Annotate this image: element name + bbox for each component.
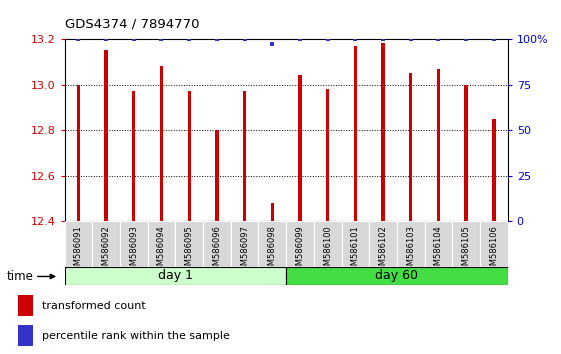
Point	[351, 36, 360, 42]
Bar	[77, 85, 80, 221]
Bar	[243, 91, 246, 221]
Text: GDS4374 / 7894770: GDS4374 / 7894770	[65, 17, 199, 30]
Text: GSM586093: GSM586093	[129, 225, 138, 276]
Bar	[342, 221, 369, 267]
Bar	[175, 221, 203, 267]
Bar	[18, 325, 33, 346]
Bar	[480, 221, 508, 267]
Text: GSM586099: GSM586099	[296, 225, 305, 276]
Bar	[452, 221, 480, 267]
Bar	[231, 221, 259, 267]
Bar	[270, 203, 274, 221]
Text: GSM586100: GSM586100	[323, 225, 332, 276]
Point	[323, 36, 332, 42]
Text: GSM586096: GSM586096	[213, 225, 222, 276]
Bar	[397, 221, 425, 267]
Point	[129, 36, 138, 42]
Bar	[314, 221, 342, 267]
Text: GSM586101: GSM586101	[351, 225, 360, 276]
Point	[406, 36, 415, 42]
Text: day 1: day 1	[158, 269, 193, 282]
Text: GSM586103: GSM586103	[406, 225, 415, 276]
Text: GSM586104: GSM586104	[434, 225, 443, 276]
Point	[296, 36, 305, 42]
Point	[462, 36, 471, 42]
Point	[157, 36, 166, 42]
Text: GSM586095: GSM586095	[185, 225, 194, 276]
Bar	[65, 221, 92, 267]
Point	[268, 41, 277, 47]
Bar	[465, 85, 468, 221]
Bar	[203, 221, 231, 267]
Point	[74, 36, 83, 42]
Bar	[160, 66, 163, 221]
Text: GSM586098: GSM586098	[268, 225, 277, 276]
Text: GSM586091: GSM586091	[74, 225, 83, 276]
Text: GSM586106: GSM586106	[489, 225, 498, 276]
Bar	[437, 69, 440, 221]
Bar	[18, 295, 33, 316]
Text: GSM586097: GSM586097	[240, 225, 249, 276]
Bar	[298, 75, 302, 221]
Point	[240, 36, 249, 42]
Bar	[326, 89, 329, 221]
Bar	[187, 91, 191, 221]
Bar	[425, 221, 452, 267]
Text: percentile rank within the sample: percentile rank within the sample	[42, 331, 230, 341]
Bar	[381, 44, 385, 221]
Bar	[215, 130, 219, 221]
Bar	[104, 50, 108, 221]
Point	[102, 36, 111, 42]
Bar	[120, 221, 148, 267]
Bar	[353, 46, 357, 221]
Bar	[65, 267, 286, 285]
Text: GSM586092: GSM586092	[102, 225, 111, 276]
Bar	[286, 221, 314, 267]
Bar	[409, 73, 412, 221]
Bar	[259, 221, 286, 267]
Bar	[369, 221, 397, 267]
Text: GSM586105: GSM586105	[462, 225, 471, 276]
Point	[434, 36, 443, 42]
Text: GSM586102: GSM586102	[379, 225, 388, 276]
Point	[185, 36, 194, 42]
Bar	[132, 91, 135, 221]
Point	[489, 36, 498, 42]
Text: transformed count: transformed count	[42, 301, 146, 310]
Point	[213, 36, 222, 42]
Bar	[492, 119, 495, 221]
Text: day 60: day 60	[375, 269, 419, 282]
Bar	[286, 267, 508, 285]
Text: time: time	[7, 270, 34, 283]
Bar	[148, 221, 176, 267]
Point	[379, 36, 388, 42]
Text: GSM586094: GSM586094	[157, 225, 166, 276]
Bar	[92, 221, 120, 267]
